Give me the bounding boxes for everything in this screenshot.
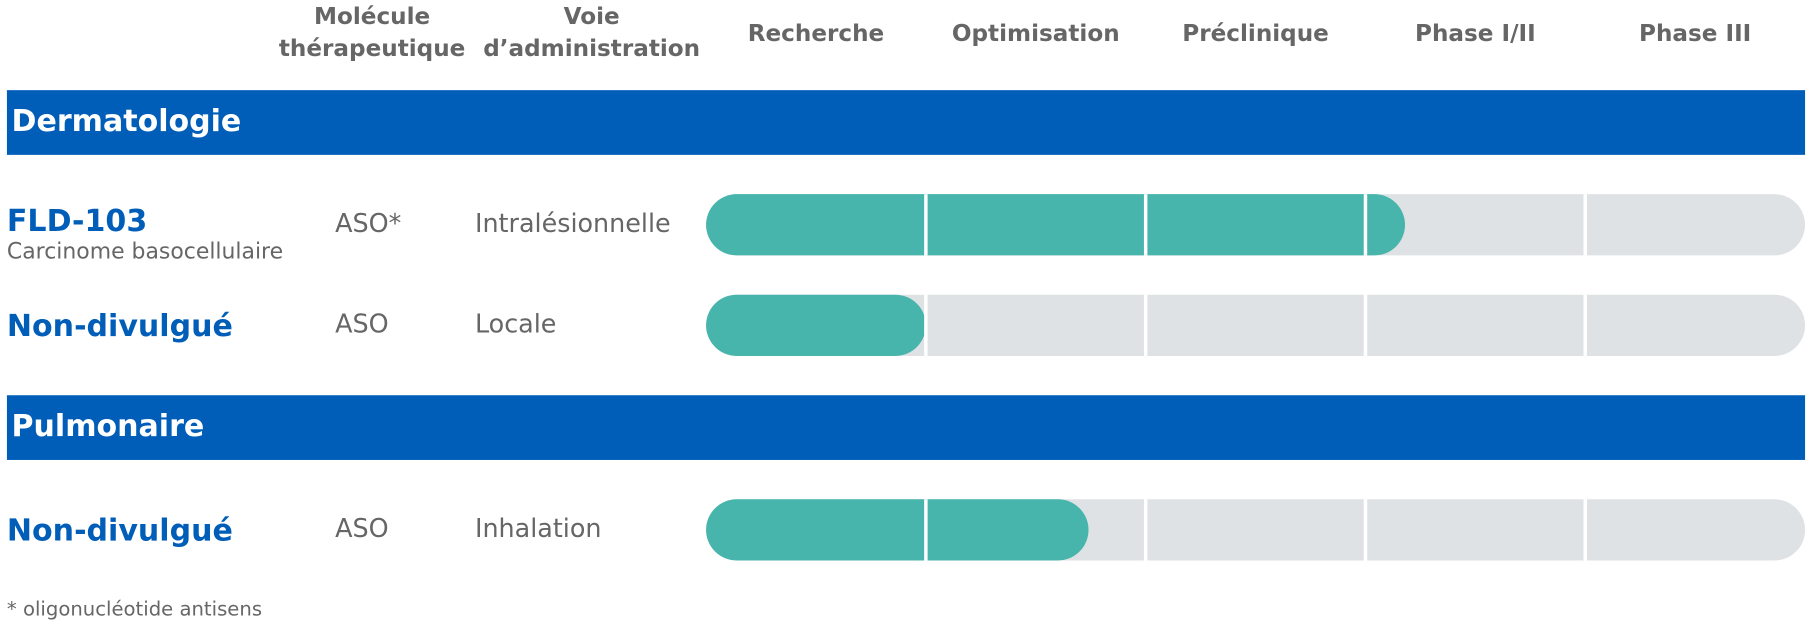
phase-header: Phase III: [1639, 21, 1751, 47]
phase-header: Optimisation: [952, 21, 1120, 47]
progress-bar: [706, 194, 1406, 256]
route: Intralésionnelle: [475, 208, 671, 238]
program-subtitle: Carcinome basocellulaire: [7, 240, 283, 265]
section-title: Pulmonaire: [12, 409, 205, 444]
phase-header: Recherche: [748, 21, 885, 47]
column-header: Voie: [564, 4, 620, 30]
route: Locale: [475, 308, 556, 338]
program-name: FLD-103: [7, 204, 147, 239]
track: [706, 294, 1806, 356]
molecule: ASO: [335, 513, 389, 543]
phase-header: Phase I/II: [1415, 21, 1536, 47]
program-name: Non-divulgué: [7, 514, 233, 549]
column-header: d’administration: [483, 36, 700, 62]
section-title: Dermatologie: [12, 104, 242, 139]
progress-bar: [706, 499, 1089, 561]
program-name: Non-divulgué: [7, 309, 233, 344]
section-band: [6, 395, 1806, 460]
phase-header: Préclinique: [1182, 21, 1329, 47]
footnote: * oligonucléotide antisens: [7, 598, 262, 621]
route: Inhalation: [475, 513, 602, 543]
progress-bar: [706, 294, 926, 356]
column-header: thérapeutique: [279, 36, 465, 62]
molecule: ASO*: [335, 208, 401, 238]
column-header: Molécule: [314, 4, 430, 30]
section-band: [6, 90, 1806, 155]
molecule: ASO: [335, 308, 389, 338]
